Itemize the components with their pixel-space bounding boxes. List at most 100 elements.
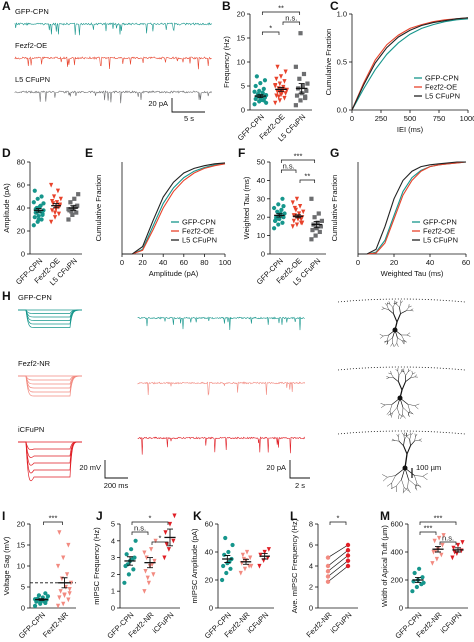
neurite — [392, 343, 395, 347]
neurite — [390, 343, 393, 347]
data-point — [150, 562, 155, 567]
data-point — [294, 93, 300, 98]
data-point — [292, 205, 297, 211]
neurite — [410, 308, 414, 311]
neurite — [381, 306, 385, 309]
data-point — [50, 208, 55, 213]
data-point — [252, 89, 257, 94]
data-point — [61, 601, 66, 607]
data-point — [455, 542, 461, 548]
significance-bracket — [299, 179, 316, 183]
data-point — [59, 576, 65, 582]
data-point — [300, 83, 305, 89]
y-tick-label: 400 — [390, 548, 403, 557]
neurite — [403, 371, 406, 376]
data-point — [38, 600, 43, 605]
data-point — [432, 538, 437, 544]
y-tick-label: 40 — [205, 548, 213, 557]
neurite — [398, 440, 404, 446]
significance-bracket — [280, 159, 316, 163]
data-point — [410, 589, 415, 594]
pia-surface — [337, 366, 466, 371]
scale-label: 5 s — [184, 114, 194, 123]
data-point — [272, 205, 277, 211]
y-tick-label: 60 — [17, 181, 25, 190]
data-point — [313, 233, 318, 238]
neurite — [403, 434, 407, 437]
data-point — [142, 589, 147, 594]
neurite — [409, 439, 411, 446]
scale-bar — [171, 98, 205, 113]
neurite — [401, 334, 405, 341]
data-point — [43, 591, 48, 596]
significance-label: * — [149, 514, 152, 523]
cdf-line — [358, 161, 466, 255]
y-tick-label: 0 — [399, 604, 403, 613]
data-point — [122, 580, 127, 585]
neurite — [403, 487, 409, 492]
data-point — [305, 81, 310, 86]
panel-letter: H — [2, 289, 11, 303]
data-point — [290, 200, 295, 206]
data-point — [45, 594, 51, 599]
neurite — [401, 340, 406, 342]
neurite — [386, 482, 392, 487]
neurite — [395, 301, 397, 305]
neurite — [386, 340, 388, 345]
data-point — [151, 572, 156, 577]
y-tick-label: 20 — [257, 213, 265, 222]
data-point — [437, 535, 442, 541]
data-point — [66, 597, 71, 603]
data-point — [35, 196, 40, 201]
error-bar — [35, 208, 42, 213]
significance-label: * — [159, 534, 162, 543]
y-axis-label: Voltage Sag (mV) — [2, 536, 11, 595]
x-tick-label: 100 — [219, 258, 232, 267]
data-point — [325, 579, 331, 584]
data-point — [238, 570, 243, 576]
data-point — [296, 211, 302, 217]
y-axis-label: Frequency (Hz) — [222, 36, 231, 88]
data-point — [244, 549, 250, 555]
x-tick-label: 750 — [433, 114, 446, 123]
x-tick-label: 40 — [426, 258, 434, 267]
data-point — [280, 220, 285, 225]
data-point — [55, 188, 61, 194]
data-point — [310, 227, 315, 233]
error-bar — [278, 86, 284, 92]
neurite — [412, 372, 416, 375]
x-tick-label: Fezf2-NR — [41, 610, 70, 639]
data-point — [293, 64, 298, 69]
x-tick-label: 500 — [404, 114, 417, 123]
data-point — [36, 217, 41, 222]
neurite — [399, 414, 404, 418]
neurite — [398, 414, 400, 420]
data-point — [39, 194, 44, 199]
soma — [402, 465, 408, 471]
data-point — [301, 71, 307, 77]
data-point — [124, 552, 129, 557]
y-tick-label: 2 — [111, 570, 115, 579]
data-point — [55, 603, 61, 609]
y-tick-label: 15 — [237, 34, 245, 43]
scale-bar — [104, 460, 128, 479]
data-point — [133, 538, 138, 543]
step-trace — [18, 309, 83, 328]
y-tick-label: 10 — [237, 58, 245, 67]
neurite — [397, 371, 400, 376]
x-tick-label: 60 — [462, 258, 470, 267]
x-tick-label: GFP-CPN — [17, 610, 47, 640]
data-point — [282, 79, 287, 84]
data-point — [280, 196, 285, 201]
data-point — [54, 200, 60, 205]
y-tick-label: 200 — [390, 576, 403, 585]
pair-line — [327, 544, 349, 558]
data-point — [421, 580, 426, 585]
data-point — [304, 88, 309, 93]
y-axis-label: Cumulative Fraction — [324, 29, 333, 96]
x-tick-label: 0 — [356, 258, 360, 267]
neurite — [399, 307, 401, 314]
neurite — [407, 368, 409, 372]
y-tick-label: 80 — [17, 158, 25, 167]
neurite — [410, 373, 413, 378]
